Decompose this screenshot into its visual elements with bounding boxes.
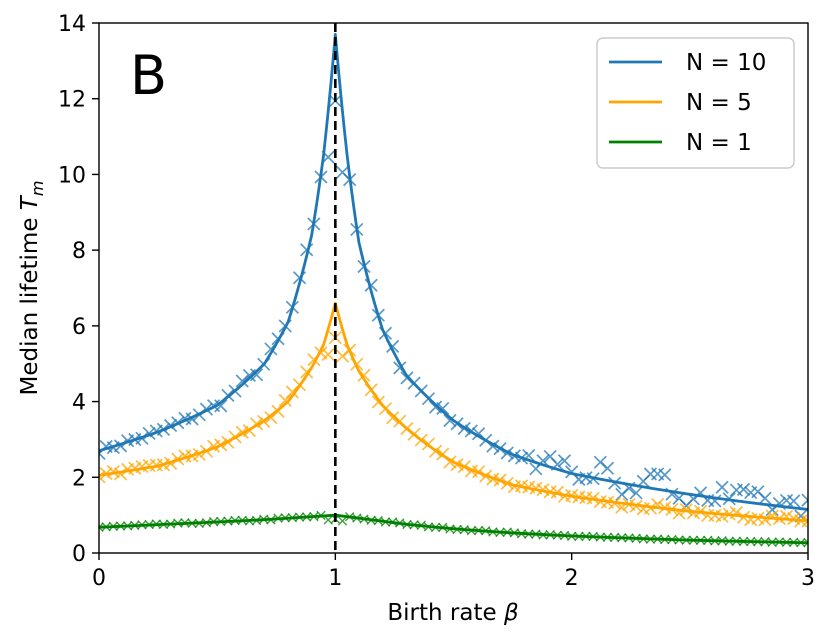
scatter-marker (803, 537, 808, 548)
scatter-marker (278, 393, 292, 407)
scatter-marker (787, 494, 801, 508)
scatter-marker (715, 480, 729, 494)
scatter-marker (736, 482, 751, 496)
scatter-marker (436, 401, 450, 416)
scatter-marker (758, 491, 772, 505)
series-line (99, 32, 808, 511)
scatter-marker (386, 411, 400, 425)
x-axis: 0 1 2 3 (92, 553, 815, 591)
legend-label-n5: N = 5 (686, 90, 752, 116)
legend-label-n1: N = 1 (686, 130, 752, 156)
legend: N = 10 N = 5 N = 1 (596, 37, 795, 169)
scatter-marker (99, 522, 104, 532)
scatter-marker (715, 509, 729, 523)
scatter-marker (106, 465, 120, 479)
y-tick-label: 10 (58, 163, 86, 188)
panel-label: B (130, 44, 167, 107)
x-tick-label: 2 (565, 566, 579, 591)
scatter-marker (235, 374, 249, 388)
scatter-marker (321, 347, 335, 362)
x-axis-label: Birth rate β (387, 600, 518, 626)
series-line (99, 513, 808, 545)
scatter-marker (600, 461, 615, 475)
y-tick-label: 4 (72, 391, 86, 416)
x-tick-label: 0 (92, 566, 106, 591)
y-axis-label: Median lifetime Tm (17, 181, 47, 396)
scatter-marker (557, 454, 572, 468)
x-tick-label: 1 (328, 566, 342, 591)
scatter-marker (99, 470, 106, 484)
scatter-marker (249, 368, 264, 382)
y-tick-label: 14 (58, 12, 86, 37)
scatter-marker (758, 513, 772, 527)
plot-frame (98, 22, 809, 554)
scatter-marker (214, 399, 228, 413)
scatter-marker (658, 468, 672, 482)
series-lines (99, 32, 808, 545)
legend-box (596, 37, 795, 169)
y-tick-label: 0 (72, 542, 86, 567)
scatter-marker (443, 413, 457, 428)
series-line (99, 301, 808, 523)
scatter-marker (629, 486, 643, 500)
y-tick-label: 12 (58, 88, 86, 113)
legend-label-n10: N = 10 (686, 50, 766, 76)
x-tick-label: 3 (801, 566, 815, 591)
scatter-marker (337, 516, 348, 526)
scatter-marker (300, 243, 314, 257)
y-axis: 0 2 4 6 8 10 12 14 (58, 12, 99, 567)
y-tick-label: 8 (72, 239, 86, 264)
scatter-marker (113, 467, 128, 481)
scatter-marker (801, 493, 808, 507)
scatter-marker (801, 514, 808, 528)
scatter-marker (765, 509, 779, 523)
y-tick-label: 2 (72, 466, 86, 491)
y-tick-label: 6 (72, 315, 86, 340)
